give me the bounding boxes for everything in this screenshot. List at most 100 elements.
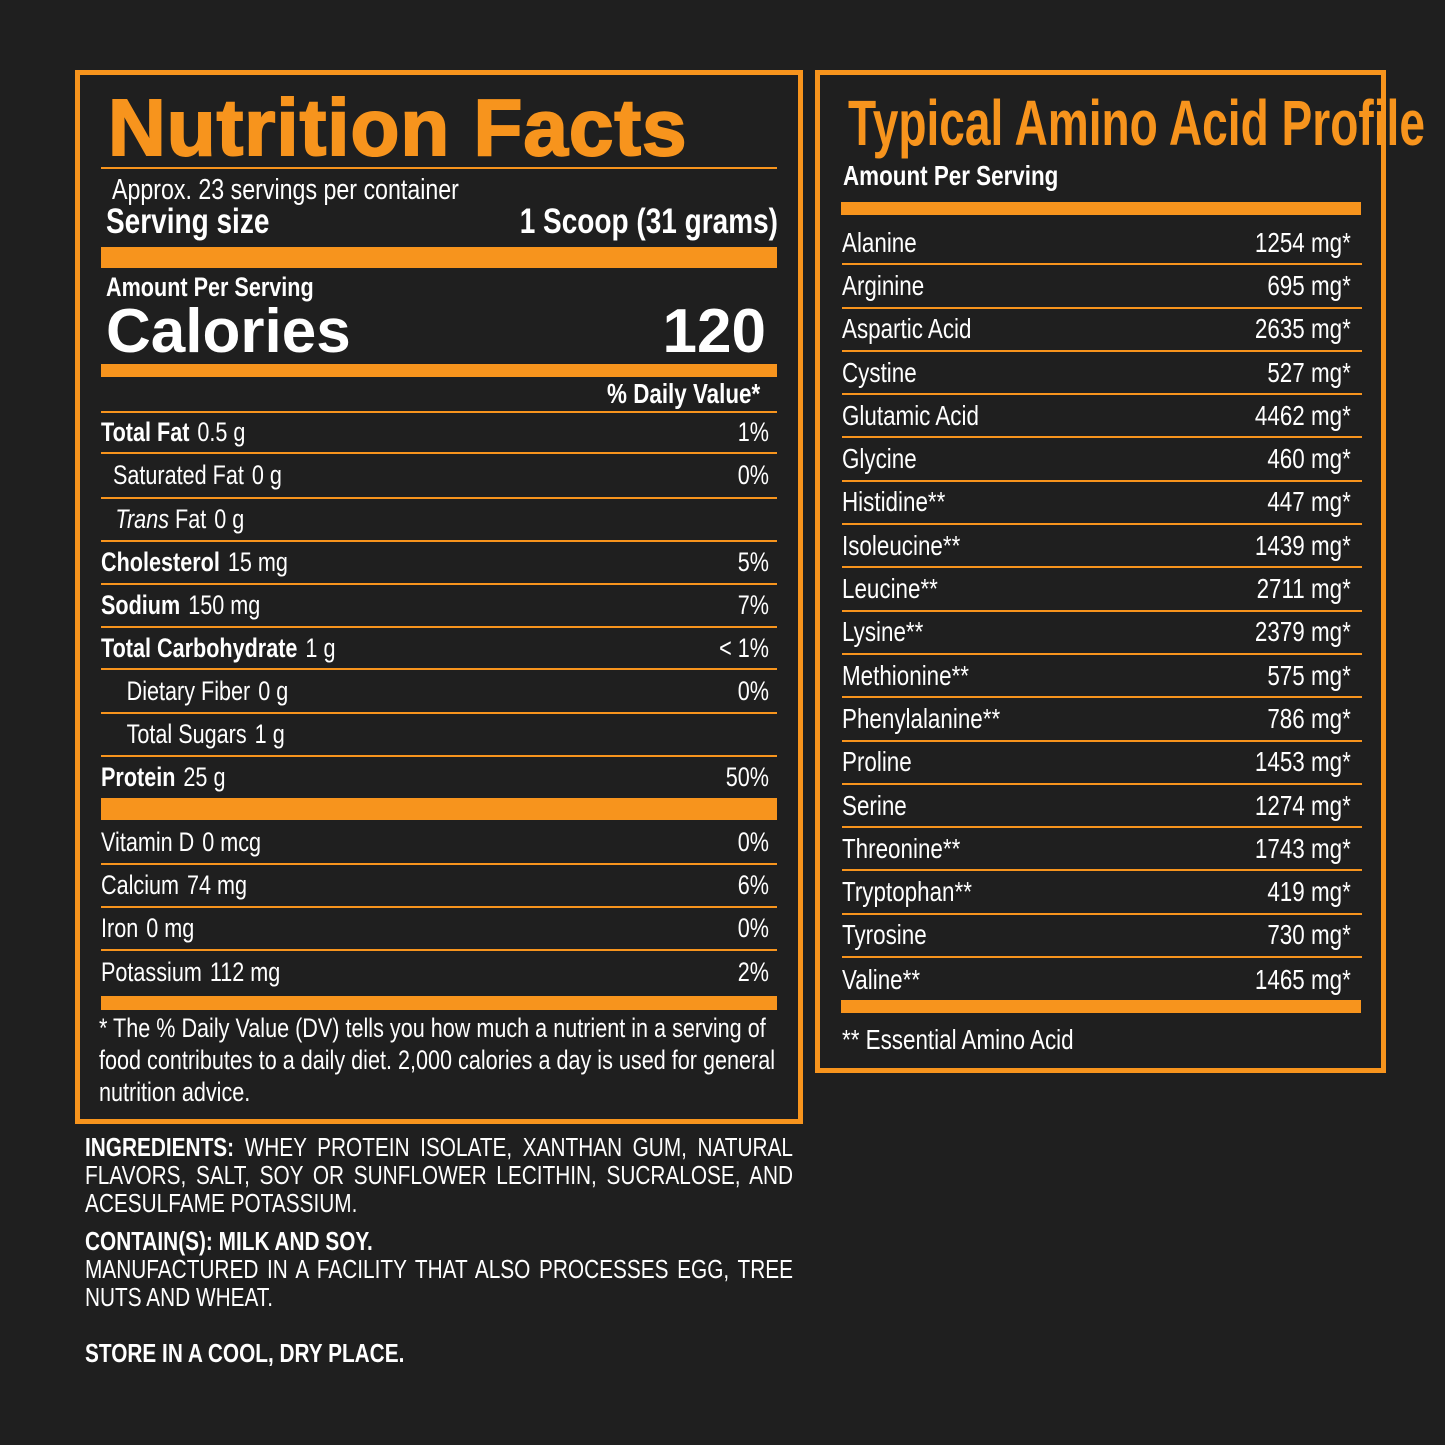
amino-row: Histidine** 447 mg * xyxy=(842,482,1362,526)
amino-dv-mark: * xyxy=(1342,486,1351,518)
amino-row: Proline 1453 mg * xyxy=(842,742,1362,785)
nutrient-daily-value: 0% xyxy=(737,460,769,490)
amino-dv-mark: * xyxy=(1342,573,1351,605)
nutrient-amount: 0 g xyxy=(258,675,289,706)
nutrient-row: Total Fat 0.5 g 1% xyxy=(101,413,777,454)
amino-dv-mark: * xyxy=(1342,832,1351,864)
nutrient-daily-value: 5% xyxy=(737,547,769,577)
serving-size-value: 1 Scoop (31 grams) xyxy=(519,202,778,241)
nutrient-row: Sodium 150 mg 7% xyxy=(101,585,777,628)
ingredients-text: WHEY PROTEIN ISOLATE, XANTHAN GUM, NATUR… xyxy=(85,1132,793,1218)
nutrient-row: Total Sugars 1 g xyxy=(101,714,777,757)
nutrient-daily-value: < 1% xyxy=(719,632,769,663)
amino-value: 2379 mg xyxy=(1254,616,1343,648)
nutrient-amount: 0 g xyxy=(214,504,245,534)
nutrient-name: Total Sugars xyxy=(126,719,247,749)
amino-row: Tyrosine 730 mg * xyxy=(842,915,1362,959)
amino-name: Methionine** xyxy=(842,659,970,691)
amino-row: Cystine 527 mg * xyxy=(842,352,1362,396)
nutrient-daily-value: 0% xyxy=(737,675,769,706)
amino-name: Arginine xyxy=(842,269,925,301)
nutrient-name: Cholesterol xyxy=(101,547,220,577)
thick-divider xyxy=(101,996,777,1010)
amino-dv-mark: * xyxy=(1342,226,1351,258)
amino-dv-mark: * xyxy=(1342,399,1351,431)
calories-value: 120 xyxy=(662,297,766,366)
amino-value: 730 mg xyxy=(1267,919,1343,951)
thick-divider xyxy=(101,798,777,820)
amino-value: 4462 mg xyxy=(1254,399,1343,431)
amino-dv-mark: * xyxy=(1342,876,1351,908)
nutrient-row: Cholesterol 15 mg 5% xyxy=(101,542,777,585)
nutrition-facts-panel xyxy=(75,70,803,1124)
nutrient-amount: 1 g xyxy=(254,719,285,749)
amino-dv-mark: * xyxy=(1342,789,1351,821)
amino-value: 1439 mg xyxy=(1254,529,1343,561)
vitamin-amount: 112 mg xyxy=(209,957,281,987)
amino-acid-panel xyxy=(815,70,1386,1073)
nutrient-name: Fat xyxy=(175,504,207,534)
vitamin-daily-value: 0% xyxy=(737,827,769,857)
amino-name: Alanine xyxy=(842,226,917,258)
nutrient-name: Sodium xyxy=(101,590,181,620)
ingredients: INGREDIENTS: WHEY PROTEIN ISOLATE, XANTH… xyxy=(85,1133,793,1217)
storage-instructions: STORE IN A COOL, DRY PLACE. xyxy=(85,1338,405,1368)
serving-size-label: Serving size xyxy=(106,202,270,241)
divider xyxy=(101,167,777,169)
amino-row: Aspartic Acid 2635 mg * xyxy=(842,309,1362,352)
amino-value: 2635 mg xyxy=(1254,313,1343,345)
vitamin-daily-value: 6% xyxy=(737,870,769,900)
amino-name: Histidine** xyxy=(842,486,946,518)
amino-name: Phenylalanine** xyxy=(842,702,1001,734)
amino-dv-mark: * xyxy=(1342,746,1351,778)
amino-subtitle: Amount Per Serving xyxy=(843,160,1059,191)
amino-value: 419 mg xyxy=(1267,876,1343,908)
amino-row: Arginine 695 mg * xyxy=(842,265,1362,309)
amino-name: Lysine** xyxy=(842,616,924,648)
amount-per-serving-label: Amount Per Serving xyxy=(106,272,314,302)
nutrient-daily-value: 1% xyxy=(737,417,769,447)
amino-name: Cystine xyxy=(842,356,917,388)
amino-name: Glutamic Acid xyxy=(842,399,979,431)
amino-row: Valine** 1465 mg * xyxy=(842,958,1362,1001)
amino-dv-mark: * xyxy=(1342,529,1351,561)
amino-value: 695 mg xyxy=(1267,269,1343,301)
vitamin-amount: 0 mcg xyxy=(202,827,262,857)
vitamin-row: Calcium 74 mg 6% xyxy=(101,865,777,908)
amino-list: Alanine 1254 mg * Arginine 695 mg * Aspartic A… xyxy=(842,222,1362,1001)
nutrient-name-italic: Trans xyxy=(115,504,170,534)
amino-name: Valine** xyxy=(842,963,921,995)
amino-dv-mark: * xyxy=(1342,616,1351,648)
ingredients-label: INGREDIENTS: xyxy=(85,1132,235,1162)
amino-value: 460 mg xyxy=(1267,443,1343,475)
amino-name: Glycine xyxy=(842,443,917,475)
vitamin-name: Iron xyxy=(101,913,139,943)
amino-name: Tryptophan** xyxy=(842,876,972,908)
calories-label: Calories xyxy=(106,297,351,366)
vitamin-row: Potassium 112 mg 2% xyxy=(101,951,777,994)
amino-name: Proline xyxy=(842,746,912,778)
nutrition-title: Nutrition Facts xyxy=(107,82,688,173)
amino-row: Threonine** 1743 mg * xyxy=(842,828,1362,872)
nutrient-name: Saturated Fat xyxy=(113,460,244,490)
nutrient-amount: 0.5 g xyxy=(197,417,246,447)
amino-name: Isoleucine** xyxy=(842,529,961,561)
vitamin-amount: 0 mg xyxy=(146,913,195,943)
amino-row: Tryptophan** 419 mg * xyxy=(842,871,1362,915)
amino-name: Serine xyxy=(842,789,907,821)
amino-dv-mark: * xyxy=(1342,313,1351,345)
amino-row: Lysine** 2379 mg * xyxy=(842,612,1362,655)
thick-divider xyxy=(101,364,777,377)
amino-row: Phenylalanine** 786 mg * xyxy=(842,698,1362,742)
nutrient-name: Dietary Fiber xyxy=(126,675,251,706)
daily-value-header: % Daily Value* xyxy=(607,378,761,409)
amino-value: 1274 mg xyxy=(1254,789,1343,821)
amino-dv-mark: * xyxy=(1342,356,1351,388)
amino-value: 1254 mg xyxy=(1254,226,1343,258)
vitamin-name: Calcium xyxy=(101,870,180,900)
facility-statement: MANUFACTURED IN A FACILITY THAT ALSO PRO… xyxy=(85,1254,793,1312)
nutrient-row: Protein 25 g 50% xyxy=(101,757,777,798)
nutrient-row: Saturated Fat 0 g 0% xyxy=(101,454,777,499)
amino-dv-mark: * xyxy=(1342,269,1351,301)
